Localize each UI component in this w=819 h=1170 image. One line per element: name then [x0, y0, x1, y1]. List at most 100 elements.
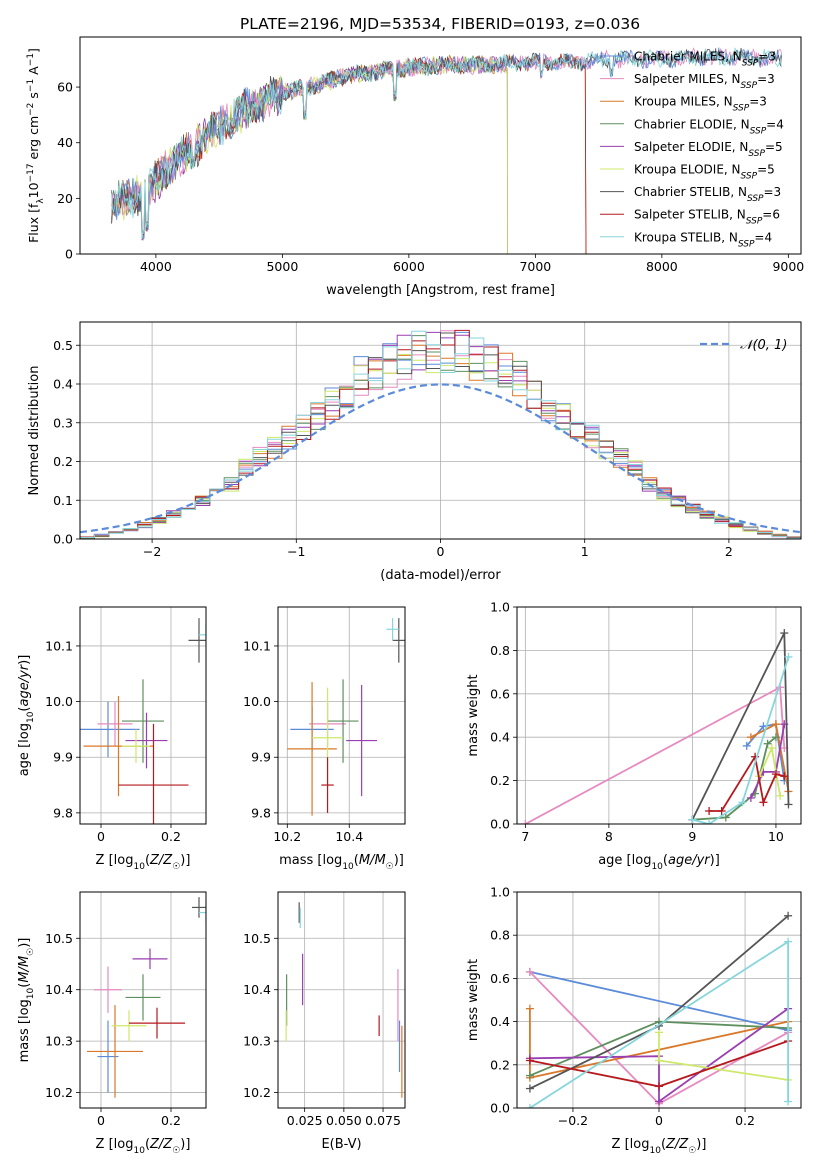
- x-tick-label: −1: [287, 544, 305, 559]
- label-part: erg cm: [26, 116, 41, 164]
- x-axis-label: Z [log10(Z/Z☉)]: [96, 1137, 191, 1156]
- y-tick-label: 10.4: [45, 982, 73, 997]
- y-tick-label: 10.1: [243, 638, 271, 653]
- y-tick-label: 10.1: [45, 638, 73, 653]
- label-part: M/M: [17, 956, 32, 983]
- x-tick-label: 0: [437, 544, 445, 559]
- y-tick-label: 10.3: [45, 1034, 73, 1049]
- label-part: −17: [26, 163, 36, 182]
- label-part: λ: [36, 198, 46, 204]
- label-part: age/yr: [668, 853, 711, 868]
- label-part: ☉: [172, 862, 180, 872]
- x-tick-label: 1: [581, 544, 589, 559]
- label-part: (: [17, 707, 32, 712]
- axes-frame: [79, 36, 802, 255]
- axes-frame: [79, 606, 207, 825]
- x-axis-label: E(B-V): [321, 1137, 361, 1152]
- y-tick-label: 10.4: [243, 982, 271, 997]
- label-part: SSP: [748, 149, 765, 159]
- label-part: SSP: [742, 59, 759, 69]
- label-part: )]: [710, 853, 720, 868]
- label-part: SSP: [741, 81, 758, 91]
- y-tick-label: 9.9: [251, 750, 271, 765]
- label-part: SSP: [746, 217, 763, 227]
- label-part: Z/Z: [665, 1137, 689, 1152]
- label-part: age [log: [598, 853, 651, 868]
- x-tick-label: −2: [143, 544, 161, 559]
- weight-line: [529, 971, 789, 1032]
- y-tick-label: 60: [57, 80, 73, 95]
- x-tick-label: 0: [97, 829, 105, 844]
- x-tick-label: 0.2: [161, 829, 181, 844]
- label-part: 10: [26, 987, 36, 999]
- histogram-step: [80, 330, 801, 539]
- label-part: mass [log: [279, 853, 342, 868]
- weight-line: [692, 656, 790, 824]
- x-tick-label: 10.2: [273, 829, 301, 844]
- plot-area-spectrum: [111, 47, 782, 254]
- y-tick-label: 10.5: [243, 931, 271, 946]
- label-part: age/yr: [17, 663, 32, 706]
- label-part: Salpeter STELIB, N: [634, 208, 746, 222]
- x-tick-label: 9: [688, 829, 696, 844]
- x-tick-label: 0.050: [326, 1113, 362, 1128]
- x-tick-label: 6000: [393, 259, 425, 274]
- x-tick-label: 10.4: [335, 829, 363, 844]
- label-part: Chabrier ELODIE, N: [634, 117, 750, 131]
- y-tick-label: 0.0: [490, 1101, 510, 1116]
- y-tick-label: 0.3: [53, 415, 73, 430]
- label-part: A: [26, 66, 41, 79]
- spectrum-line: [111, 47, 782, 240]
- label-part: Salpeter ELODIE, N: [634, 140, 748, 154]
- label-part: )]: [180, 1137, 190, 1152]
- x-axis-label: Z [log10(Z/Z☉)]: [96, 853, 191, 872]
- axes-frame: [79, 891, 207, 1109]
- x-tick-label: 10: [768, 829, 784, 844]
- label-part: (: [145, 1137, 150, 1152]
- x-axis-label: mass [log10(M/M☉)]: [279, 853, 404, 872]
- label-part: =3: [757, 72, 775, 86]
- legend-label: Chabrier MILES, NSSP=3: [634, 50, 776, 69]
- label-part: 10: [651, 862, 663, 872]
- label-part: Kroupa STELIB, N: [634, 230, 738, 244]
- label-part: ☉: [26, 948, 36, 956]
- label-part: Z [log: [612, 1137, 650, 1152]
- x-tick-label: 4000: [140, 259, 172, 274]
- y-axis-label: mass weight: [466, 959, 481, 1041]
- label-part: =5: [765, 140, 783, 154]
- y-axis-label: age [log10(age/yr)]: [17, 655, 36, 777]
- y-tick-label: 0.0: [53, 532, 73, 547]
- legend-label: 𝒩(0, 1): [740, 338, 787, 353]
- y-tick-label: 0.4: [490, 1014, 510, 1029]
- x-tick-label: 7: [521, 829, 529, 844]
- label-part: =6: [762, 208, 780, 222]
- label-part: Kroupa MILES, N: [634, 95, 733, 109]
- axes-frame: [516, 606, 802, 825]
- x-tick-label: 8000: [646, 259, 678, 274]
- weight-line: [750, 724, 786, 799]
- y-tick-label: 9.8: [53, 805, 73, 820]
- label-part: mass [log: [17, 999, 32, 1062]
- y-tick-label: 10.2: [45, 1085, 73, 1100]
- label-part: Z [log: [96, 853, 134, 868]
- x-tick-label: 9000: [772, 259, 804, 274]
- y-axis-label: mass weight: [466, 674, 481, 756]
- plot-area-mass-weight-vs-age: [521, 629, 793, 824]
- legend-label: Chabrier ELODIE, NSSP=4: [634, 117, 784, 136]
- axes-frame: [277, 891, 406, 1109]
- label-part: Flux [f: [26, 203, 41, 243]
- label-part: =3: [758, 50, 776, 64]
- label-part: SSP: [741, 172, 758, 182]
- axes-frame: [277, 606, 406, 825]
- label-part: =5: [757, 163, 775, 177]
- label-part: s: [26, 92, 41, 103]
- y-tick-label: 10.5: [45, 931, 73, 946]
- label-part: (: [354, 853, 359, 868]
- label-part: 10: [133, 1146, 145, 1156]
- plot-area-age-vs-mass: [287, 618, 405, 816]
- y-tick-label: 10.2: [243, 1085, 271, 1100]
- plot-area-mass-vs-Z: [87, 897, 206, 1098]
- label-part: 10: [133, 862, 145, 872]
- x-axis-label: (data-model)/error: [380, 568, 501, 583]
- y-tick-label: 9.8: [251, 805, 271, 820]
